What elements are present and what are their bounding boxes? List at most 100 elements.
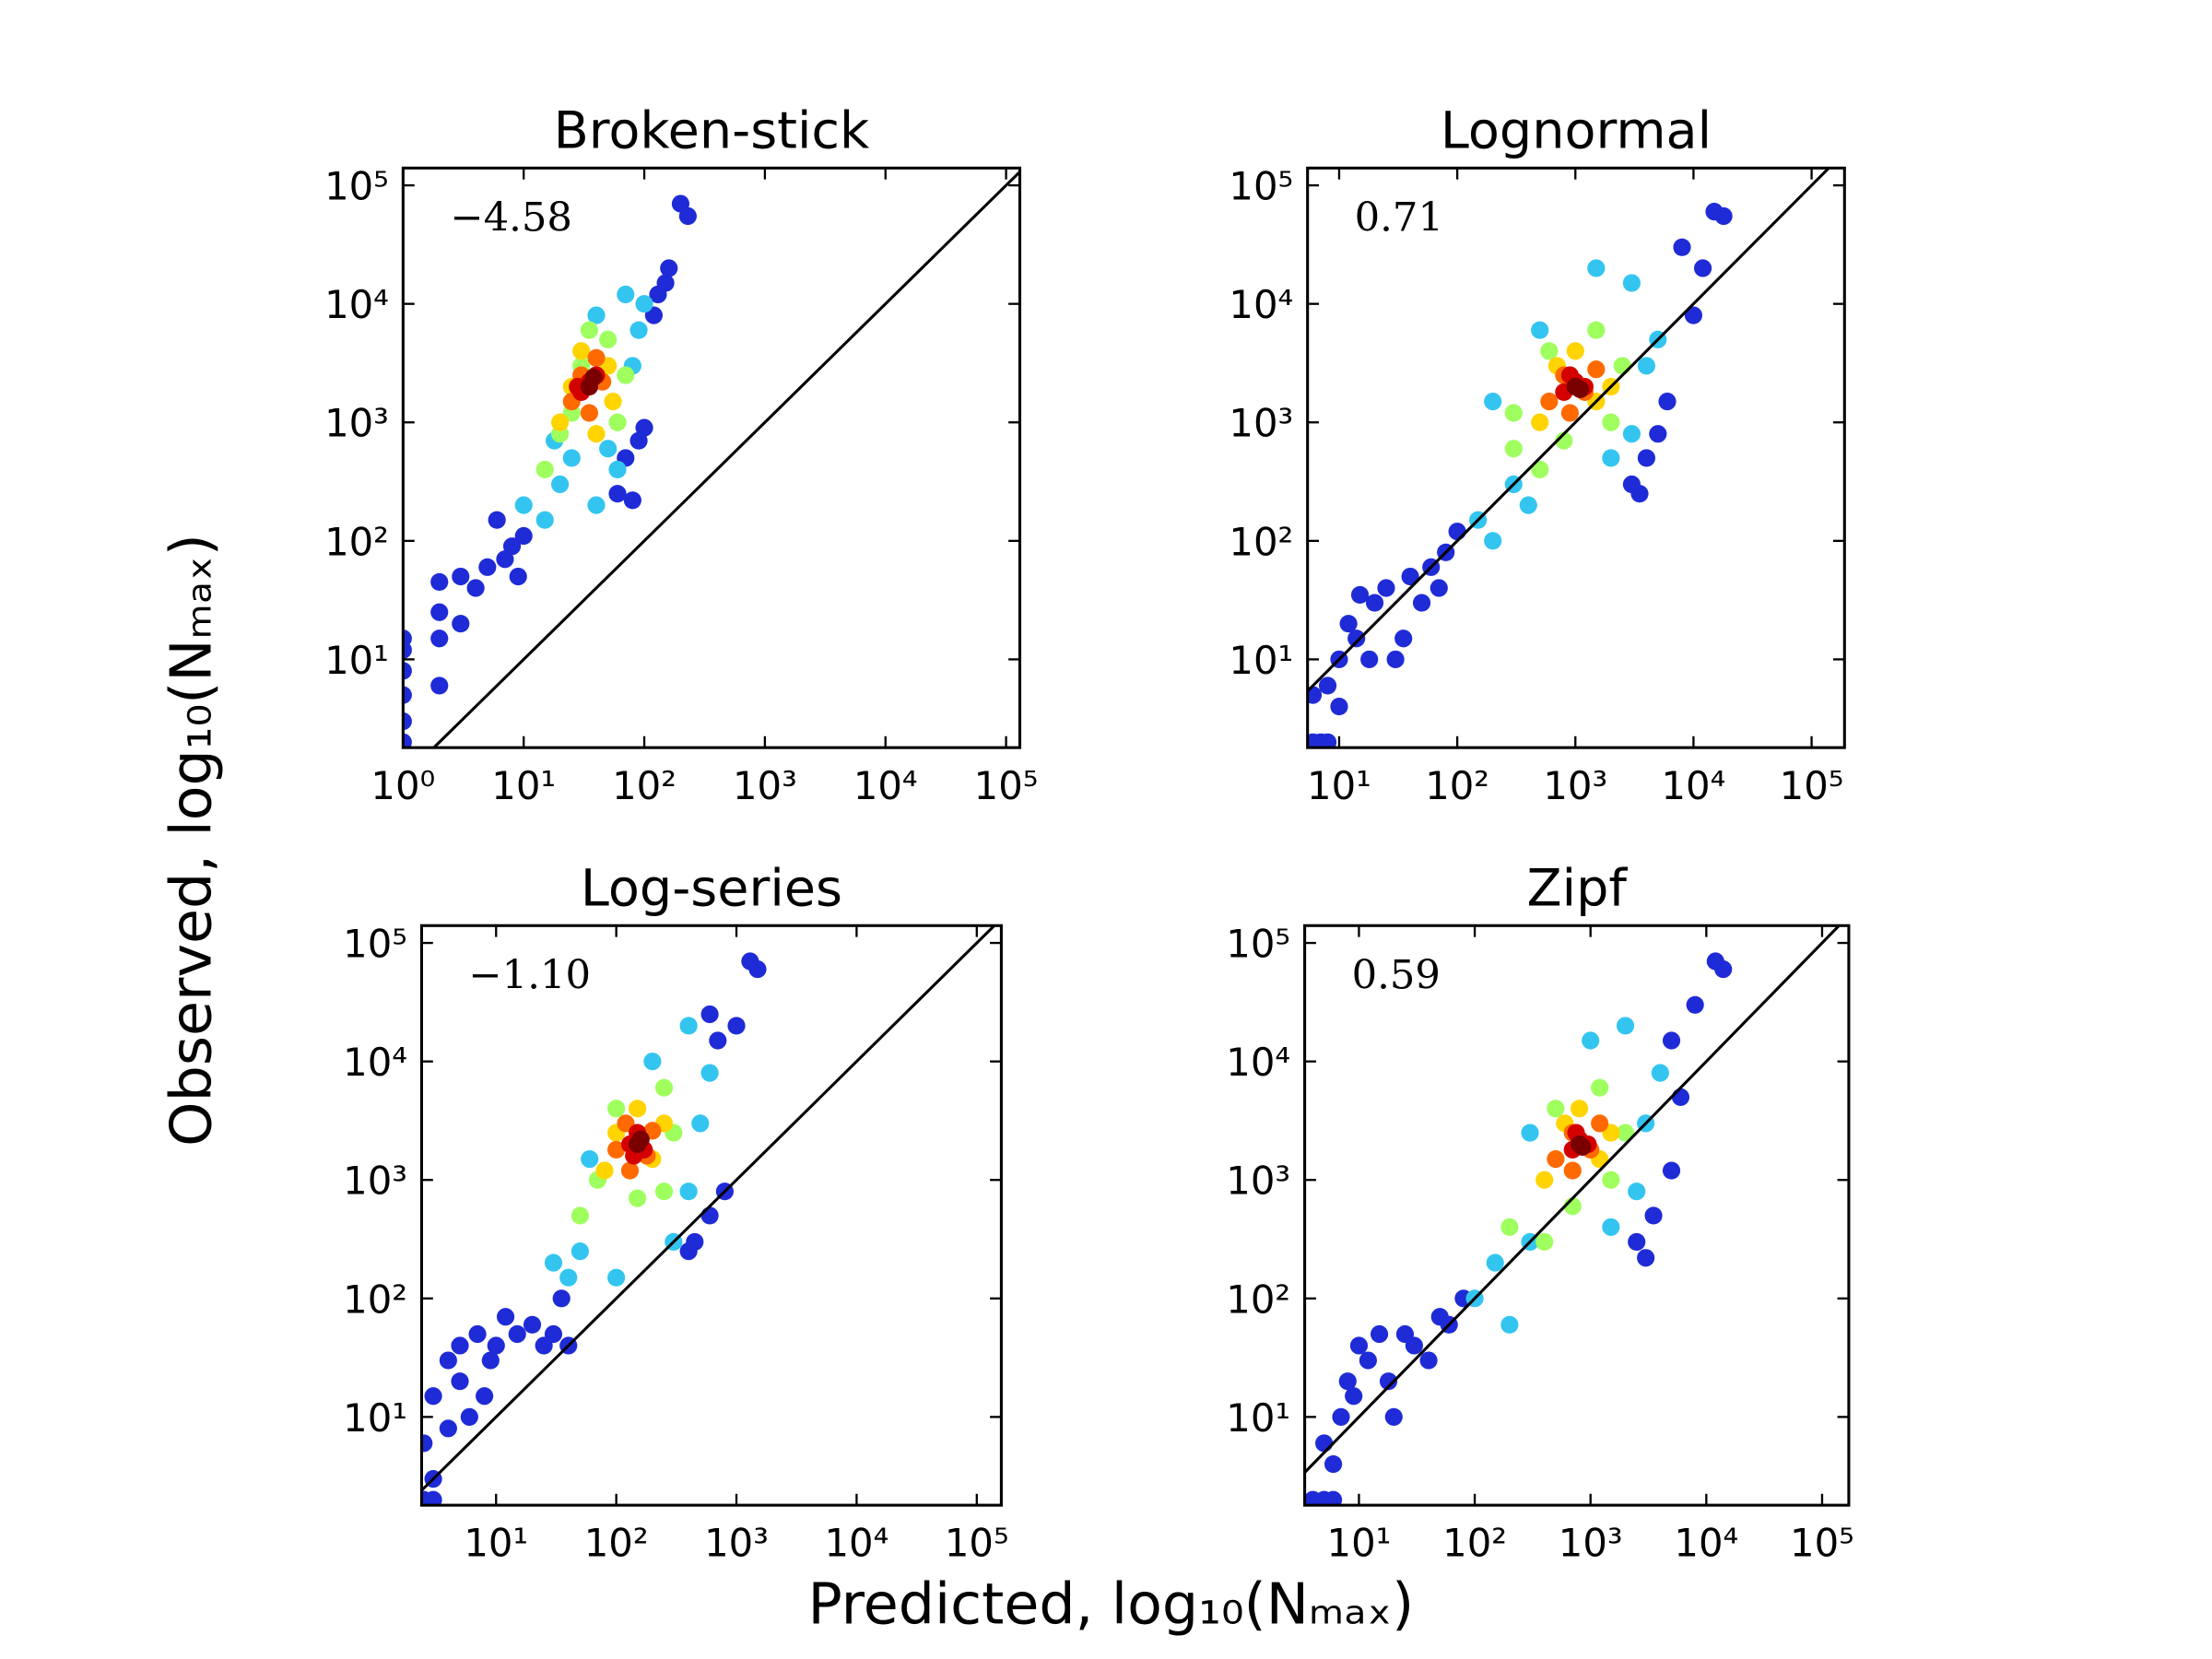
scatter-point — [1338, 1372, 1357, 1391]
scatter-point — [1622, 274, 1641, 292]
scatter-point — [1540, 393, 1559, 411]
scatter-point — [1386, 650, 1405, 668]
scatter-point — [1591, 1114, 1609, 1133]
scatter-point — [466, 579, 485, 597]
scatter-point — [631, 1130, 650, 1148]
scatter-point — [1324, 1454, 1343, 1474]
scatter-point — [1566, 342, 1584, 360]
y-tick-label: 10³ — [324, 401, 389, 446]
scatter-point — [496, 1308, 515, 1326]
scatter-point — [1324, 1490, 1343, 1506]
scatter-point — [1359, 1351, 1377, 1370]
scatter-point — [1547, 1100, 1565, 1118]
scatter-point — [607, 1140, 626, 1159]
y-tick-label: 10² — [1229, 519, 1293, 564]
x-tick-label: 10³ — [1543, 763, 1607, 808]
identity-line — [1304, 925, 1841, 1474]
scatter-point — [1531, 321, 1549, 339]
panel-title: Log-series — [581, 859, 842, 919]
scatter-point — [587, 348, 606, 367]
scatter-point — [1602, 1171, 1620, 1189]
scatter-point — [581, 1150, 599, 1169]
scatter-point — [1531, 460, 1549, 479]
scatter-point — [599, 440, 618, 458]
scatter-point — [403, 662, 412, 680]
y-tick-label: 10⁴ — [343, 1040, 407, 1085]
scatter-point — [1401, 567, 1419, 586]
scatter-point — [559, 1268, 578, 1287]
scatter-point — [1673, 238, 1691, 256]
scatter-point — [1628, 1232, 1646, 1252]
scatter-point — [452, 615, 470, 633]
scatter-point — [1630, 485, 1649, 503]
plot-frame — [1303, 924, 1851, 1507]
x-tick-label: 10² — [612, 763, 677, 808]
scatter-point — [562, 449, 581, 467]
scatter-point — [1644, 1206, 1663, 1225]
scatter-point — [580, 404, 598, 422]
scatter-point — [1602, 1218, 1620, 1236]
scatter-point — [1573, 1137, 1592, 1156]
x-tick-label: 10¹ — [464, 1521, 528, 1566]
scatter-point — [643, 1053, 662, 1071]
scatter-point — [1377, 579, 1395, 597]
scatter-point — [1616, 1124, 1635, 1142]
scatter-point — [430, 677, 449, 695]
y-tick-label: 10³ — [1226, 1159, 1290, 1204]
scatter-point — [1315, 1434, 1334, 1453]
x-tick-label: 10⁴ — [1674, 1521, 1738, 1566]
x-tick-label: 10³ — [1559, 1521, 1623, 1566]
panel-title: Broken-stick — [554, 101, 870, 161]
scatter-point — [599, 330, 618, 348]
scatter-point — [1500, 1315, 1519, 1334]
x-tick-label: 10³ — [704, 1521, 769, 1566]
scatter-point — [1504, 404, 1523, 422]
scatter-point — [523, 1315, 542, 1334]
plot-area — [1304, 925, 1841, 1506]
y-tick-label: 10⁵ — [343, 922, 407, 967]
y-tick-label: 10⁵ — [324, 164, 389, 209]
scatter-point — [1658, 393, 1677, 411]
y-tick-label: 10⁴ — [1226, 1040, 1290, 1085]
scatter-point — [587, 306, 606, 324]
scatter-point — [1684, 306, 1702, 324]
scatter-point — [686, 1232, 704, 1252]
scatter-point — [700, 1005, 719, 1024]
annotation: 0.71 — [1355, 194, 1443, 241]
scatter-point — [1330, 697, 1348, 716]
scatter-point — [1616, 1017, 1635, 1035]
scatter-point — [1484, 393, 1502, 411]
scatter-point — [617, 285, 635, 304]
scatter-point — [1649, 425, 1667, 443]
x-tick-label: 10⁵ — [974, 763, 1039, 808]
scatter-point — [1671, 1088, 1690, 1106]
scatter-point — [649, 285, 667, 304]
scatter-point — [571, 1206, 589, 1225]
scatter-point — [629, 1189, 647, 1207]
scatter-point — [1347, 629, 1366, 648]
scatter-point — [468, 1324, 487, 1344]
scatter-point — [514, 496, 533, 514]
plot-frame — [419, 924, 1003, 1507]
scatter-point — [1693, 259, 1712, 277]
scatter-point — [1448, 523, 1466, 541]
y-tick-label: 10³ — [343, 1159, 407, 1204]
scatter-point — [679, 1182, 698, 1201]
scatter-point — [478, 558, 497, 576]
scatter-point — [1622, 425, 1641, 443]
scatter-point — [748, 960, 767, 979]
scatter-point — [1535, 1232, 1554, 1252]
scatter-point — [535, 511, 554, 529]
identity-line — [1307, 168, 1830, 692]
scatter-point — [1547, 1150, 1565, 1169]
y-tick-label: 10⁴ — [324, 282, 389, 327]
annotation: −1.10 — [468, 952, 591, 998]
scatter-point — [487, 1336, 505, 1355]
scatter-point — [1318, 677, 1337, 695]
scatter-point — [1535, 1171, 1554, 1189]
scatter-point — [1384, 1407, 1403, 1426]
y-tick-label: 10² — [324, 519, 389, 564]
scatter-point — [508, 1324, 526, 1344]
scatter-point — [1637, 1249, 1655, 1267]
scatter-point — [1662, 1161, 1681, 1180]
